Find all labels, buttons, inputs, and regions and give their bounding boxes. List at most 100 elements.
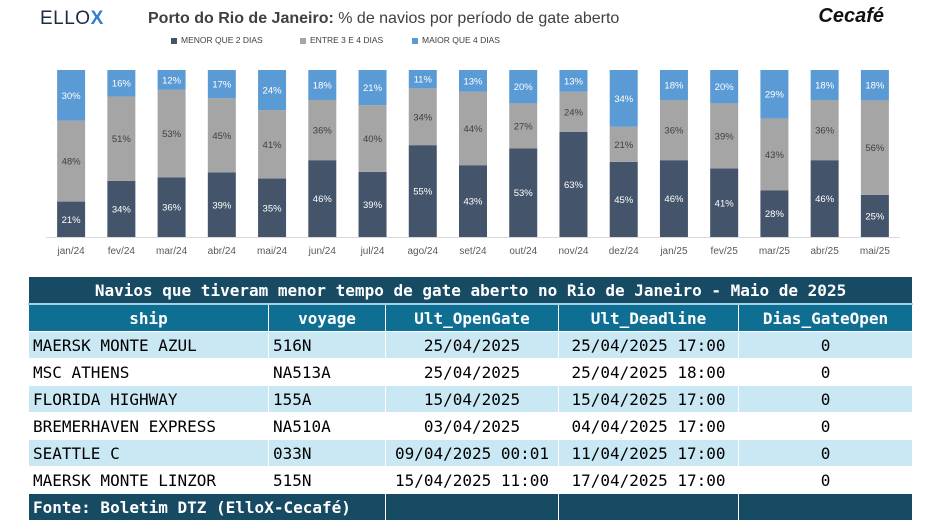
- data-label-maior: 18%: [815, 81, 835, 92]
- data-label-maior: 24%: [263, 86, 283, 97]
- data-label-entre: 40%: [363, 134, 383, 145]
- data-label-menor: 25%: [865, 211, 885, 222]
- cell-ult-deadline: 25/04/2025 17:00: [558, 331, 739, 359]
- footer-empty-cell: [558, 493, 739, 521]
- table-row: MAERSK MONTE LINZOR 515N 15/04/2025 11:0…: [28, 466, 914, 494]
- legend-swatch-maior: [412, 37, 418, 44]
- data-label-entre: 43%: [765, 150, 785, 161]
- data-label-maior: 30%: [62, 91, 82, 102]
- cell-dias-gateopen: 0: [737, 439, 914, 467]
- data-label-entre: 45%: [212, 131, 232, 142]
- cell-ship: MAERSK MONTE AZUL: [28, 331, 269, 359]
- data-label-entre: 39%: [715, 131, 735, 142]
- bar-segment-menor: [810, 160, 839, 237]
- data-label-menor: 41%: [715, 198, 735, 209]
- chart-title: Porto do Rio de Janeiro: % de navios por…: [148, 10, 619, 28]
- source-note: Fonte: Boletim DTZ (ElloX-Cecafé): [28, 493, 386, 521]
- data-label-maior: 13%: [564, 76, 584, 87]
- cell-ship: MSC ATHENS: [28, 358, 269, 386]
- legend-label-maior: MAIOR QUE 4 DIAS: [422, 35, 500, 45]
- table-title: Navios que tiveram menor tempo de gate a…: [27, 276, 914, 305]
- footer-empty-cell: [737, 493, 914, 521]
- column-header-ult-opengate: Ult_OpenGate: [385, 303, 559, 332]
- cell-voyage: 516N: [268, 331, 386, 359]
- data-label-maior: 18%: [313, 81, 333, 92]
- legend-item-maior: MAIOR QUE 4 DIAS: [412, 35, 500, 45]
- legend-label-menor: MENOR QUE 2 DIAS: [181, 35, 263, 45]
- cell-dias-gateopen: 0: [737, 358, 914, 386]
- data-label-menor: 39%: [212, 200, 232, 211]
- cell-voyage: 155A: [268, 385, 386, 413]
- bar-segment-entre: [860, 100, 889, 195]
- cell-ult-opengate: 09/04/2025 00:01: [385, 439, 559, 467]
- x-tick-label: fev/25: [711, 246, 739, 257]
- data-label-maior: 12%: [162, 75, 182, 86]
- x-tick-label: jun/24: [308, 246, 337, 257]
- legend-swatch-entre: [300, 37, 306, 44]
- cell-dias-gateopen: 0: [737, 466, 914, 494]
- chart-title-rest: % de navios por período de gate aberto: [333, 10, 620, 27]
- legend-label-entre: ENTRE 3 E 4 DIAS: [310, 35, 384, 45]
- cell-ult-deadline: 15/04/2025 17:00: [558, 385, 739, 413]
- bar-segment-entre: [659, 100, 688, 161]
- cell-ult-opengate: 25/04/2025: [385, 331, 559, 359]
- data-label-menor: 53%: [514, 188, 534, 199]
- data-label-maior: 20%: [514, 82, 534, 93]
- x-tick-label: mar/24: [156, 246, 188, 257]
- data-label-menor: 63%: [564, 180, 584, 191]
- data-label-menor: 39%: [363, 200, 383, 211]
- cell-ult-deadline: 11/04/2025 17:00: [558, 439, 739, 467]
- bar-segment-menor: [459, 165, 487, 237]
- bar-segment-maior: [107, 70, 136, 97]
- data-label-entre: 53%: [162, 129, 182, 140]
- bar-segment-menor: [157, 177, 186, 237]
- bar-segment-entre: [810, 100, 839, 161]
- x-tick-label: ago/24: [407, 246, 438, 257]
- bar-segment-entre: [408, 88, 437, 146]
- stacked-bar-chart: 21% 48% 30% jan/24 34% 51% 16% fev/24 36% 53% 12% m…: [46, 70, 900, 257]
- legend-item-entre: ENTRE 3 E 4 DIAS: [300, 35, 383, 45]
- data-label-maior: 20%: [715, 82, 735, 93]
- bar-segment-menor: [710, 168, 739, 237]
- bar-segment-menor: [207, 172, 236, 237]
- column-header-voyage: voyage: [268, 303, 386, 332]
- cell-ult-deadline: 04/04/2025 17:00: [558, 412, 739, 440]
- x-tick-label: mar/25: [759, 246, 791, 257]
- column-header-ship: ship: [28, 303, 269, 332]
- cell-ult-opengate: 03/04/2025: [385, 412, 559, 440]
- x-tick-label: abr/25: [810, 246, 839, 257]
- bar-segment-menor: [258, 178, 287, 237]
- bar-segment-entre: [459, 91, 487, 166]
- data-label-entre: 51%: [112, 134, 132, 145]
- bar-segment-entre: [509, 103, 538, 149]
- x-tick-label: jul/24: [360, 246, 385, 257]
- bar-segment-maior: [760, 70, 789, 119]
- x-tick-label: jan/25: [659, 246, 688, 257]
- data-label-menor: 21%: [62, 215, 82, 226]
- table-row: MAERSK MONTE AZUL 516N 25/04/2025 25/04/…: [28, 331, 914, 359]
- bar-segment-maior: [308, 70, 337, 101]
- cell-ship: BREMERHAVEN EXPRESS: [28, 412, 269, 440]
- ellox-logo-text: ELLO: [40, 8, 91, 29]
- data-label-entre: 44%: [463, 124, 483, 135]
- bar-segment-maior: [659, 70, 688, 101]
- data-label-maior: 17%: [212, 80, 232, 91]
- column-header-dias-gateopen: Dias_GateOpen: [737, 303, 914, 332]
- table-row: SEATTLE C 033N 09/04/2025 00:01 11/04/20…: [28, 439, 914, 467]
- table-header-row: ship voyage Ult_OpenGate Ult_Deadline Di…: [28, 303, 914, 332]
- ellox-logo: ELLOX: [40, 8, 104, 30]
- ellox-logo-mark: X: [90, 8, 104, 29]
- cell-ult-opengate: 15/04/2025 11:00: [385, 466, 559, 494]
- cell-voyage: 515N: [268, 466, 386, 494]
- bar-segment-maior: [408, 70, 437, 89]
- data-label-maior: 13%: [463, 76, 483, 87]
- bar-segment-entre: [207, 98, 236, 173]
- bar-segment-entre: [308, 100, 337, 161]
- data-label-maior: 18%: [865, 81, 885, 92]
- bar-segment-entre: [609, 126, 638, 162]
- data-label-menor: 43%: [463, 197, 483, 208]
- ships-table-wrap: Navios que tiveram menor tempo de gate a…: [27, 276, 914, 521]
- x-tick-label: set/24: [459, 246, 487, 257]
- data-label-maior: 16%: [112, 79, 132, 90]
- bar-segment-maior: [207, 70, 236, 99]
